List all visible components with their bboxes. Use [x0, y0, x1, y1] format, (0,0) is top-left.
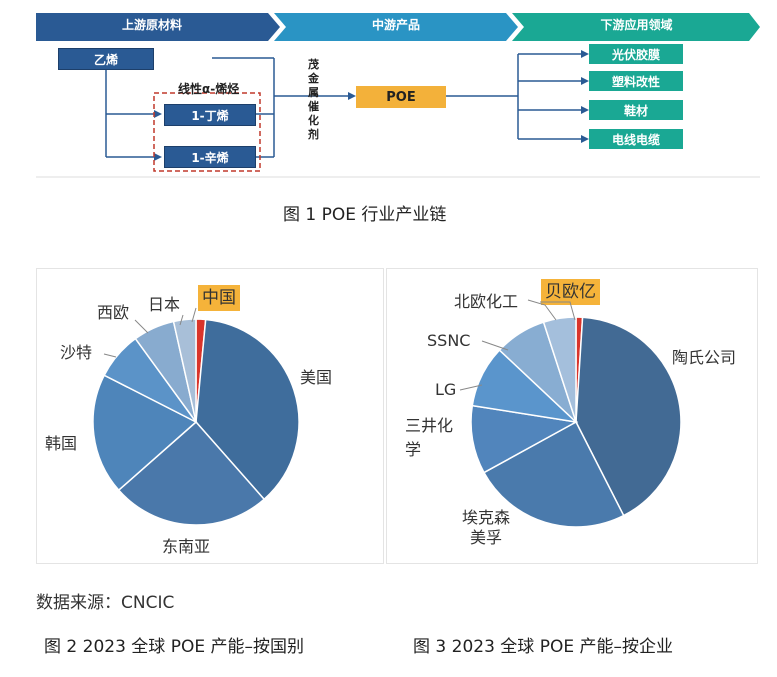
pie-panel-country	[36, 268, 384, 564]
figure2-caption: 图 2 2023 全球 POE 产能–按国别	[44, 637, 304, 657]
pie1-slice-2	[117, 420, 266, 526]
pie2-label-borealis: 北欧化工	[454, 292, 519, 311]
app-pv-film: 光伏胶膜	[589, 44, 683, 64]
pie-panel-company	[386, 268, 758, 564]
pie2-label-exxon: 埃克森美孚	[461, 508, 510, 547]
figure1-caption: 图 1 POE 行业产业链	[283, 205, 447, 225]
ethylene-box: 乙烯	[58, 48, 154, 70]
octene-box: 1-辛烯	[164, 146, 256, 168]
pie2-label-mitsui: 三井化学	[405, 416, 454, 459]
stage-upstream: 上游原材料	[121, 17, 182, 32]
app-plastic-modification: 塑料改性	[589, 71, 683, 91]
butene-box: 1-丁烯	[164, 104, 256, 126]
pie1-label-saudi: 沙特	[60, 343, 93, 362]
stage-midstream: 中游产品	[371, 17, 420, 32]
catalyst-label: 茂金属催化剂	[308, 58, 319, 141]
alpha-olefin-title: 线性α-烯烃	[178, 82, 240, 96]
stage-downstream: 下游应用领域	[600, 17, 673, 32]
pie2-slice-3	[470, 404, 579, 474]
pie2-label-lg: LG	[435, 380, 457, 399]
source-note: 数据来源：CNCIC	[36, 593, 175, 613]
pie1-slice-3	[92, 374, 198, 492]
pie1-label-japan: 日本	[148, 295, 181, 314]
pie-chart-company	[470, 316, 682, 528]
pie1-highlight-label: 中国	[198, 285, 240, 311]
pie2-slice-1	[575, 316, 682, 517]
app-wire-cable: 电线电缆	[589, 129, 683, 149]
pie2-label-dow: 陶氏公司	[672, 348, 737, 367]
pie1-label-korea: 韩国	[45, 434, 78, 453]
pie1-label-southeast-asia: 东南亚	[162, 537, 211, 556]
industry-chain-arrows	[36, 13, 760, 178]
pie-chart-country	[92, 318, 300, 526]
pie2-highlight-label: 贝欧亿	[541, 279, 600, 305]
pie1-slice-1	[195, 318, 300, 501]
pie1-slice-6	[172, 318, 197, 423]
pie2-label-ssnc: SSNC	[427, 331, 471, 350]
pie2-slice-6	[542, 316, 577, 423]
industry-chain-diagram: 上游原材料 中游产品 下游应用领域 乙烯 线性α-烯烃 1-丁烯 1-辛烯 茂金…	[36, 10, 760, 180]
pie1-label-west-europe: 西欧	[97, 303, 130, 322]
figure3-caption: 图 3 2023 全球 POE 产能–按企业	[413, 637, 673, 657]
pie1-label-us: 美国	[300, 368, 333, 387]
app-shoe-material: 鞋材	[589, 100, 683, 120]
poe-box: POE	[356, 86, 446, 108]
pie2-slice-2	[482, 420, 625, 528]
